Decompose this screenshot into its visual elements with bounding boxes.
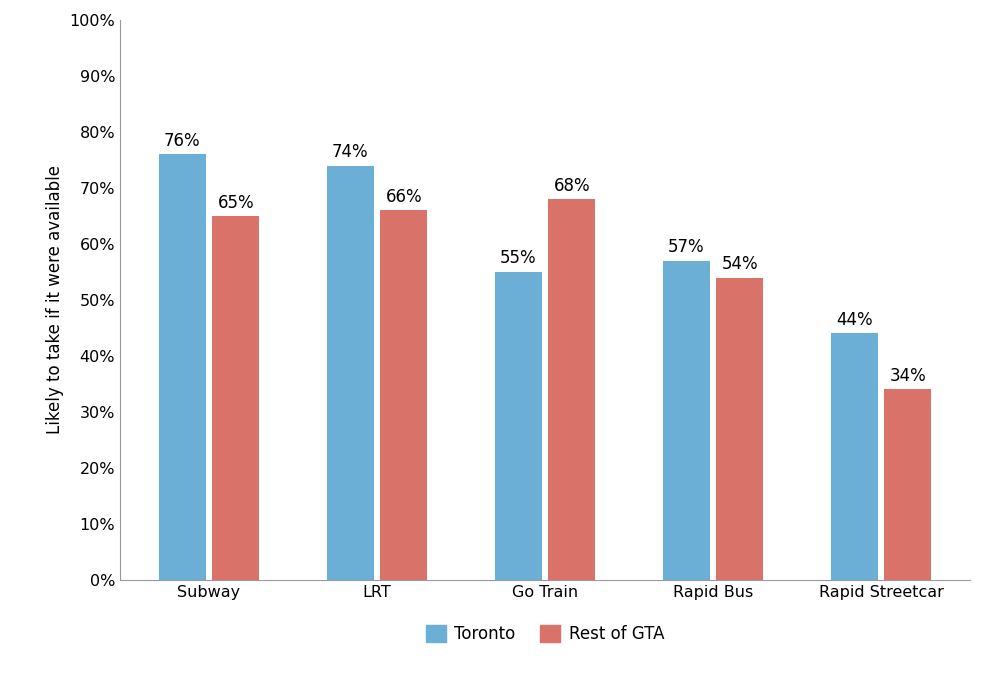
Bar: [663, 261, 710, 580]
Bar: [495, 272, 542, 580]
Text: 44%: 44%: [836, 311, 872, 329]
Text: 54%: 54%: [722, 255, 758, 273]
Text: 57%: 57%: [668, 239, 704, 256]
Text: 68%: 68%: [554, 177, 590, 195]
Text: 55%: 55%: [500, 249, 536, 268]
Text: 76%: 76%: [164, 132, 200, 150]
Bar: [380, 210, 427, 580]
Text: 74%: 74%: [332, 143, 368, 161]
Text: 34%: 34%: [889, 367, 926, 385]
Bar: [831, 334, 878, 580]
Bar: [159, 154, 206, 580]
Y-axis label: Likely to take if it were available: Likely to take if it were available: [46, 165, 64, 435]
Bar: [716, 278, 763, 580]
Text: 66%: 66%: [386, 188, 422, 206]
Legend: Toronto, Rest of GTA: Toronto, Rest of GTA: [419, 618, 671, 650]
Bar: [327, 166, 374, 580]
Text: 65%: 65%: [218, 193, 254, 212]
Bar: [212, 216, 259, 580]
Bar: [548, 200, 595, 580]
Bar: [884, 390, 931, 580]
